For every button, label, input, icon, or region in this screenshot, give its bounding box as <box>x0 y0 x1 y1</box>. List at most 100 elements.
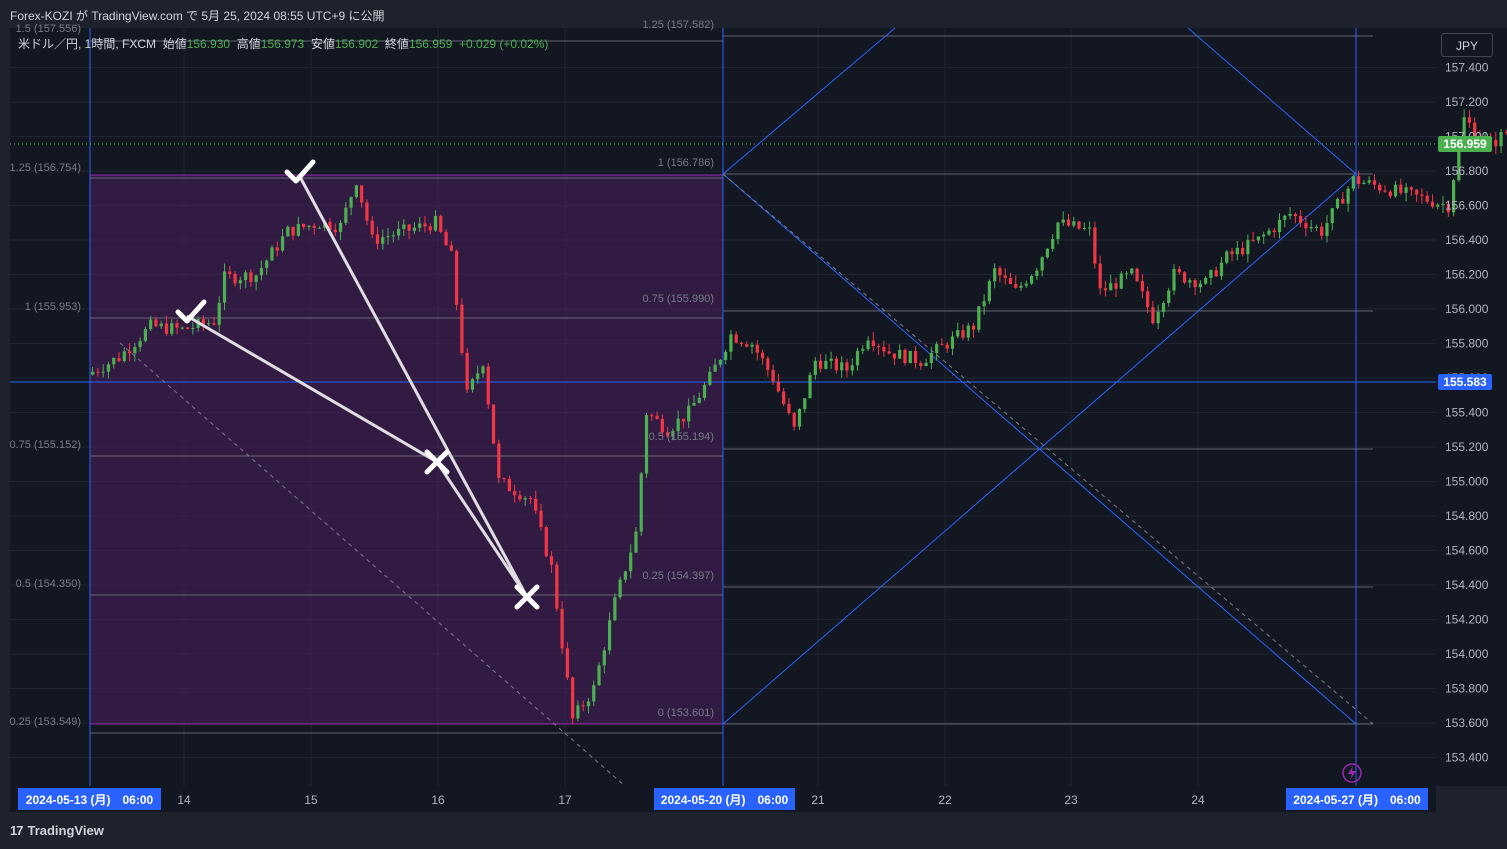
candle-body <box>291 226 295 236</box>
legend-low: 156.902 <box>334 37 379 51</box>
candle-body <box>96 371 100 373</box>
candle-body <box>1246 239 1250 255</box>
y-tick-label: 156.200 <box>1445 268 1489 282</box>
fib-label-left: 0.5 (154.350) <box>16 578 81 590</box>
candle-body <box>1425 195 1429 202</box>
candle-body <box>655 415 659 419</box>
candle-body <box>607 620 612 651</box>
y-tick-label: 156.600 <box>1445 199 1489 213</box>
candle-body <box>296 223 300 236</box>
candle-body <box>855 350 860 366</box>
candle-body <box>476 373 480 380</box>
tradingview-brand[interactable]: 17 TradingView <box>10 823 104 838</box>
candle-body <box>1167 290 1171 303</box>
candle-body <box>1193 280 1197 288</box>
candle-body <box>924 362 928 367</box>
candle-body <box>808 374 812 399</box>
candle-body <box>745 344 749 347</box>
candle-body <box>365 202 369 221</box>
candle-body <box>813 360 817 375</box>
candle-body <box>1383 190 1387 192</box>
candle-body <box>1277 219 1282 233</box>
candle-body <box>1430 201 1435 207</box>
candle-body <box>338 222 343 233</box>
candle-body <box>560 608 564 649</box>
candle-body <box>1072 221 1076 226</box>
candle-body <box>507 478 511 492</box>
candle-body <box>491 404 496 444</box>
candle-body <box>866 340 870 350</box>
legend-close: 156.959 <box>408 37 453 51</box>
date-highlight-label: 2024-05-13 (月) 06:00 <box>26 793 154 807</box>
candle-body <box>1404 187 1408 193</box>
candle-body <box>998 268 1002 276</box>
candle-body <box>586 701 591 707</box>
candle-body <box>370 220 374 235</box>
candle-body <box>950 336 955 349</box>
cross-mark-icon <box>514 584 540 610</box>
candle-body <box>1114 283 1118 289</box>
fib-label-right: 0.25 (154.397) <box>642 570 714 582</box>
candle-body <box>666 432 670 437</box>
candle-body <box>1182 272 1187 283</box>
candle-body <box>455 250 459 305</box>
candle-body <box>945 344 949 349</box>
fib-label-left: 1.5 (157.556) <box>16 23 81 35</box>
candle-body <box>639 473 643 532</box>
candle-body <box>755 344 759 353</box>
candle-body <box>629 552 633 572</box>
candle-body <box>138 340 142 348</box>
candle-body <box>1362 182 1366 184</box>
candle-body <box>1119 273 1123 289</box>
candle-body <box>613 597 617 621</box>
candle-body <box>792 412 796 427</box>
candle-body <box>818 360 823 369</box>
candle-body <box>1473 122 1477 137</box>
candle-body <box>1451 180 1456 213</box>
candle-body <box>207 323 211 325</box>
legend-high-label: 高値 <box>236 37 261 51</box>
lightning-bolt-icon <box>1348 766 1356 780</box>
candle-body <box>233 273 237 284</box>
candle-body <box>449 245 453 251</box>
candle-body <box>1304 222 1308 229</box>
candle-body <box>423 223 427 227</box>
x-tick-label: 21 <box>811 793 825 807</box>
fib-label-left: 0.75 (155.152) <box>9 439 81 451</box>
candle-body <box>1314 226 1319 228</box>
legend-open-label: 始値 <box>162 37 187 51</box>
candle-body <box>1156 311 1160 324</box>
candle-body <box>766 358 770 370</box>
candle-body <box>127 351 132 354</box>
candle-body <box>1040 257 1044 271</box>
candle-body <box>750 344 754 347</box>
candle-body <box>908 350 912 364</box>
candle-body <box>1293 214 1297 217</box>
y-tick-label: 153.600 <box>1445 716 1489 730</box>
candle-body <box>1441 203 1445 205</box>
y-tick-label: 154.000 <box>1445 647 1489 661</box>
candle-body <box>170 323 174 334</box>
candle-body <box>439 215 443 232</box>
candle-body <box>1283 215 1287 220</box>
candle-body <box>1198 283 1202 288</box>
dashed-diagonal <box>722 173 1374 725</box>
gann-line <box>722 27 896 175</box>
candle-body <box>112 358 116 365</box>
price-badge-label: 155.583 <box>1443 375 1487 389</box>
y-tick-label: 155.000 <box>1445 475 1489 489</box>
candle-body <box>776 381 780 392</box>
candle-body <box>101 371 105 373</box>
candle-body <box>1341 198 1345 204</box>
legend-low-label: 安値 <box>310 37 335 51</box>
candle-body <box>396 228 401 236</box>
currency-button[interactable]: JPY <box>1441 33 1493 57</box>
candle-body <box>576 705 580 719</box>
price-axis[interactable] <box>1436 28 1507 786</box>
candle-body <box>381 237 385 244</box>
y-tick-label: 155.200 <box>1445 440 1489 454</box>
candle-body <box>671 431 675 437</box>
candle-body <box>734 334 738 343</box>
candle-body <box>286 226 290 237</box>
